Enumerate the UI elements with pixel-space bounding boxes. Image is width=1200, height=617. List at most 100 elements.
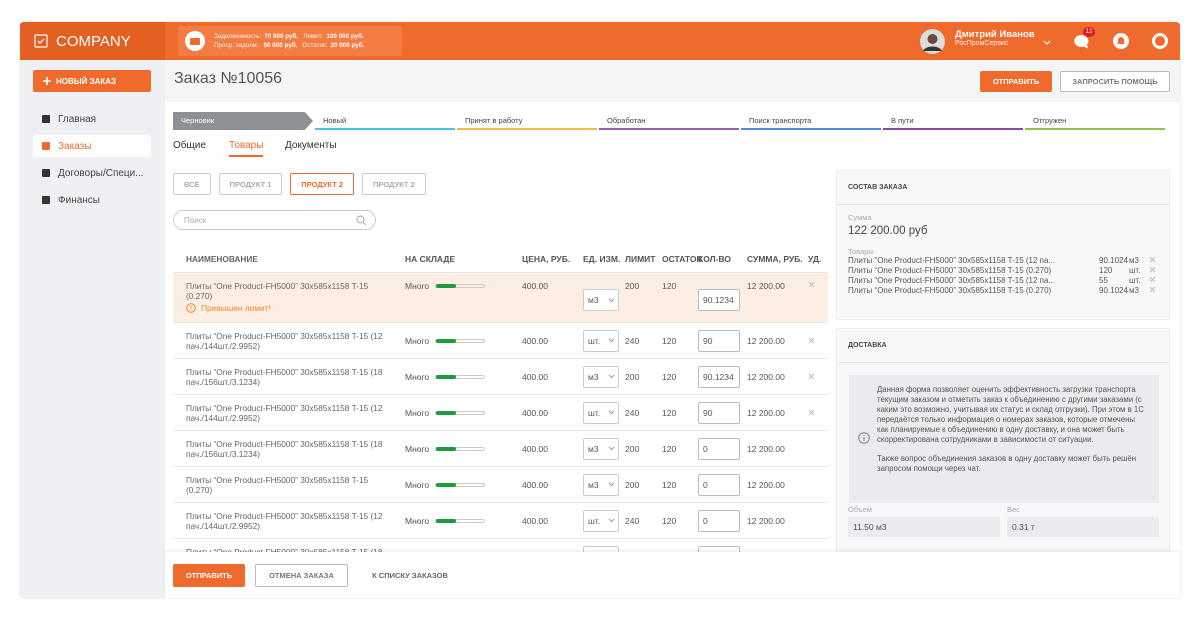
table-row: Плиты “One Product-FH5000” 30x585x1158 T… xyxy=(173,273,828,323)
field-label: Вес xyxy=(1007,505,1020,514)
qty-input[interactable]: 90.1234 xyxy=(698,289,740,311)
item-name: Плиты “One Product-FH5000” 30x585x1158 T… xyxy=(848,276,1056,285)
stock-cell: Много xyxy=(405,516,522,526)
send-button[interactable]: ОТПРАВИТЬ xyxy=(173,564,245,587)
summary-item: Плиты “One Product-FH5000” 30x585x1158 T… xyxy=(837,266,1169,276)
help-button[interactable]: ЗАПРОСИТЬ ПОМОЩЬ xyxy=(1060,71,1170,92)
price-cell: 400.00 xyxy=(522,552,583,553)
delete-icon-svg xyxy=(808,337,815,344)
chat-icon[interactable] xyxy=(1072,33,1090,51)
column-header: ЦЕНА, РУБ. xyxy=(522,253,571,264)
user[interactable]: Дмитрий Иванов РосПромСервис xyxy=(955,29,1035,47)
remove-icon-svg xyxy=(1149,266,1156,273)
unit-select[interactable]: шт. xyxy=(583,509,619,532)
limit-cell: 200 xyxy=(625,443,640,454)
delete-icon xyxy=(808,373,815,380)
warning-icon-svg xyxy=(186,303,196,313)
qty-input[interactable]: 90 xyxy=(698,329,740,352)
status-step: Поиск транспорта xyxy=(741,112,881,130)
menu-label: Финансы xyxy=(58,194,100,206)
debt-line: Проср. задолж.: 50 000 руб. Остаток: 20 000… xyxy=(214,41,402,50)
qty-input[interactable]: 90.1234 xyxy=(698,365,740,388)
unit-select[interactable]: м3 xyxy=(583,473,619,496)
search-icon xyxy=(356,215,367,226)
summary-item: Плиты “One Product-FH5000” 30x585x1158 T… xyxy=(837,286,1169,296)
rest-cell: 120 xyxy=(662,407,677,418)
menu-item[interactable]: Заказы xyxy=(33,135,151,157)
send-button[interactable]: ОТПРАВИТЬ xyxy=(980,71,1052,92)
delete-icon-svg xyxy=(808,281,815,288)
tab[interactable]: Общие xyxy=(173,140,206,151)
price-cell: 400.00 xyxy=(522,335,548,346)
limit-cell: 200 xyxy=(625,479,640,490)
stock-text: Много xyxy=(405,281,430,291)
table-header: НАИМЕНОВАНИЕ НА СКЛАДЕ ЦЕНА, РУБ. ЕД. ИЗМ. Л… xyxy=(173,245,828,273)
help-icon[interactable] xyxy=(1151,32,1169,50)
unit-select[interactable]: м3 xyxy=(583,437,619,460)
qty-input[interactable]: 0 xyxy=(698,473,740,496)
stock-bar xyxy=(435,374,486,379)
stock-fill xyxy=(436,410,457,415)
menu-icon xyxy=(41,168,51,178)
logo: COMPANY xyxy=(20,22,165,60)
item-unit: шт. xyxy=(1129,276,1141,285)
qty-input[interactable]: 0 xyxy=(698,437,740,460)
delete-icon xyxy=(808,281,815,288)
filter-button[interactable]: ВСЕ xyxy=(173,173,211,195)
name-cell: Плиты “One Product-FH5000” 30x585x1158 T… xyxy=(186,547,405,553)
tab[interactable]: Документы xyxy=(285,140,337,151)
new-order-button[interactable]: НОВЫЙ ЗАКАЗ xyxy=(33,70,151,92)
delete-cell[interactable] xyxy=(808,409,828,416)
filter-button[interactable]: ПРОДУКТ 2 xyxy=(362,173,426,195)
avatar[interactable] xyxy=(920,29,945,54)
product-name: Плиты “One Product-FH5000” 30x585x1158 T… xyxy=(186,510,383,531)
product-name: Плиты “One Product-FH5000” 30x585x1158 T… xyxy=(186,402,383,423)
unit-select[interactable]: м3 xyxy=(583,545,619,552)
cancel-button[interactable]: ОТМЕНА ЗАКАЗА xyxy=(255,564,348,587)
stock-fill xyxy=(436,284,457,288)
stock-text: Много xyxy=(405,407,430,418)
item-name: Плиты “One Product-FH5000” 30x585x1158 T… xyxy=(848,256,1056,265)
delivery-card: ДОСТАВКА Данная форма позволяет оценить … xyxy=(836,328,1170,568)
bell-icon[interactable] xyxy=(1112,32,1130,50)
logo-text: COMPANY xyxy=(56,32,131,50)
qty-cell: 90.1234 xyxy=(698,365,747,388)
chevron-svg xyxy=(608,338,615,343)
unit-select[interactable]: м3 xyxy=(583,289,619,311)
chevron xyxy=(608,446,615,451)
menu-icon-svg xyxy=(42,196,50,204)
stock-fill xyxy=(436,518,457,523)
menu-item[interactable]: Главная xyxy=(33,108,151,130)
item-unit: м3 xyxy=(1129,286,1139,295)
unit-select[interactable]: м3 xyxy=(583,365,619,388)
product-name: Плиты “One Product-FH5000” 30x585x1158 T… xyxy=(186,438,383,459)
menu-icon-svg xyxy=(42,115,50,123)
unit-select[interactable]: шт. xyxy=(583,401,619,424)
limit-cell: 240 xyxy=(625,407,640,418)
unit-select[interactable]: шт. xyxy=(583,329,619,352)
sum-cell: 12 200.00 xyxy=(747,371,785,382)
unit-text: м3 xyxy=(588,443,599,454)
delete-cell[interactable] xyxy=(808,281,828,288)
qty-input[interactable]: 90 xyxy=(698,401,740,424)
item-name: Плиты “One Product-FH5000” 30x585x1158 T… xyxy=(848,286,1052,295)
stock-cell: Много xyxy=(405,336,522,346)
menu-item[interactable]: Финансы xyxy=(33,189,151,211)
back-button[interactable]: К СПИСКУ ЗАКАЗОВ xyxy=(372,571,448,580)
tab[interactable]: Товары xyxy=(229,140,264,157)
column-header: СУММА, РУБ. xyxy=(747,253,803,264)
qty-input[interactable]: 0 xyxy=(698,545,740,552)
delete-cell[interactable] xyxy=(808,373,828,380)
sum-cell: 12 200.00 xyxy=(747,335,785,346)
menu-item[interactable]: Договоры/Специ... xyxy=(33,162,151,184)
table-row: Плиты “One Product-FH5000” 30x585x1158 T… xyxy=(173,395,828,431)
weight-field: Вес 0.31 т xyxy=(1007,505,1159,537)
name-cell: Плиты “One Product-FH5000” 30x585x1158 T… xyxy=(186,511,405,531)
search-input[interactable]: Поиск xyxy=(173,210,376,230)
delete-cell[interactable] xyxy=(808,337,828,344)
column-header: НАИМЕНОВАНИЕ xyxy=(186,253,258,264)
filter-button[interactable]: ПРОДУКТ 2 xyxy=(290,173,355,195)
qty-input[interactable]: 0 xyxy=(698,509,740,532)
filter-button[interactable]: ПРОДУКТ 1 xyxy=(218,173,283,195)
sum-cell: 12 200.00 xyxy=(747,479,785,490)
